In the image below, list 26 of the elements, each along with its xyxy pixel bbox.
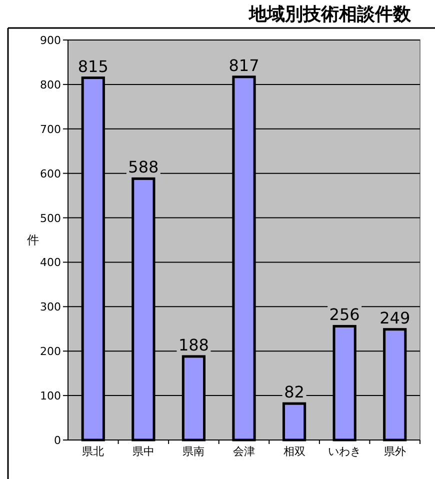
y-tick-label: 700 — [40, 122, 61, 136]
data-label: 588 — [128, 158, 159, 177]
data-label: 249 — [380, 308, 410, 328]
y-tick-label: 800 — [40, 78, 61, 92]
y-axis-title: 件 — [27, 233, 39, 247]
x-tick-label: 県南 — [182, 445, 205, 458]
title: 地域別技術相談件数 — [249, 4, 411, 25]
y-tick-label: 600 — [40, 167, 61, 180]
x-tick-label: 相双 — [283, 445, 306, 458]
y-tick-label: 100 — [40, 390, 61, 403]
y-tick-label: 900 — [40, 34, 61, 47]
data-label: 817 — [228, 56, 260, 75]
data-label: 815 — [78, 56, 108, 76]
y-tick-label: 400 — [40, 256, 61, 270]
y-tick-label: 300 — [40, 300, 61, 314]
x-tick-label: いわき — [328, 445, 362, 458]
x-tick-label: 県中 — [132, 445, 154, 458]
data-label: 82 — [284, 382, 304, 402]
data-label: 188 — [178, 335, 209, 354]
x-tick-label: 県北 — [82, 445, 104, 458]
x-tick-label: 県外 — [384, 445, 406, 458]
y-tick-label: 500 — [40, 212, 61, 225]
y-tick-label: 200 — [40, 345, 61, 358]
y-tick-label: 0 — [54, 434, 61, 447]
x-tick-label: 会津 — [233, 445, 255, 458]
data-label: 256 — [329, 305, 360, 324]
